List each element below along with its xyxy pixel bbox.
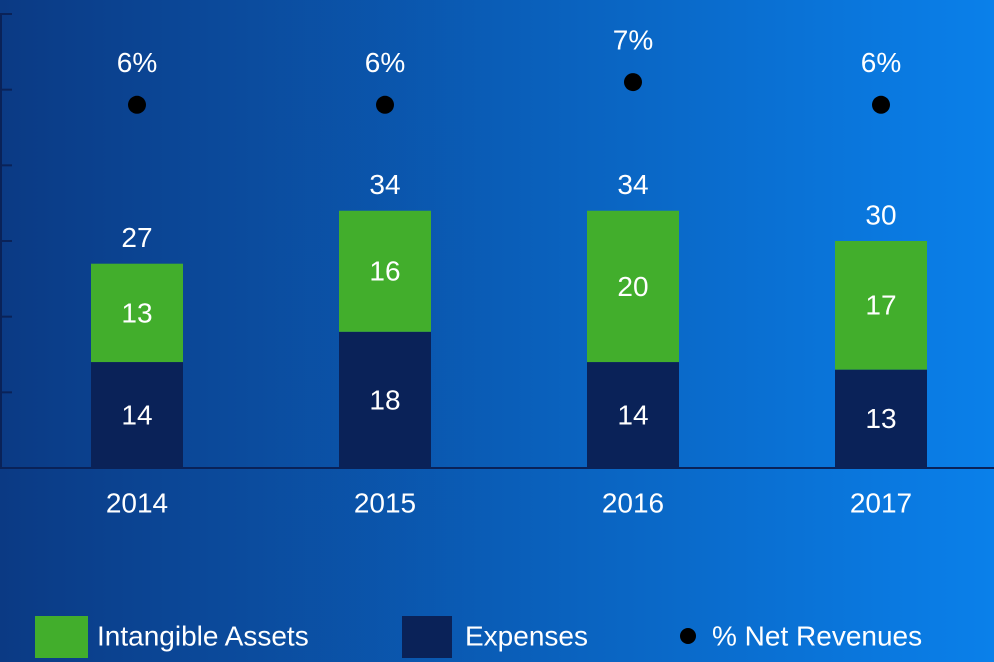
bar-segment bbox=[339, 210, 431, 332]
bar-segment bbox=[835, 241, 927, 370]
total-label: 27 bbox=[121, 222, 152, 253]
percent-label: 6% bbox=[861, 47, 901, 78]
x-tick-label: 2016 bbox=[602, 487, 664, 518]
legend-label: Expenses bbox=[465, 620, 588, 651]
legend-swatch bbox=[35, 616, 88, 658]
bar-segment bbox=[91, 263, 183, 363]
percent-label: 6% bbox=[117, 47, 157, 78]
percent-dot bbox=[872, 95, 890, 114]
percent-label: 6% bbox=[365, 47, 405, 78]
bar-segment bbox=[835, 369, 927, 468]
segment-label: 18 bbox=[369, 384, 400, 415]
segment-label: 16 bbox=[369, 256, 400, 287]
total-label: 34 bbox=[617, 169, 648, 200]
x-tick-label: 2015 bbox=[354, 487, 416, 518]
total-label: 34 bbox=[369, 169, 400, 200]
legend-dot bbox=[680, 628, 696, 644]
segment-label: 20 bbox=[617, 271, 648, 302]
x-tick-label: 2017 bbox=[850, 487, 912, 518]
legend-swatch bbox=[402, 616, 452, 658]
x-tick-label: 2014 bbox=[106, 487, 168, 518]
segment-label: 13 bbox=[865, 403, 896, 434]
percent-label: 7% bbox=[613, 24, 653, 55]
percent-dot bbox=[128, 95, 146, 114]
bar-segment bbox=[587, 362, 679, 468]
legend-label: Intangible Assets bbox=[97, 620, 309, 651]
bar-segment bbox=[587, 210, 679, 363]
legend-label: % Net Revenues bbox=[712, 620, 922, 651]
segment-label: 14 bbox=[617, 399, 648, 430]
segment-label: 17 bbox=[865, 290, 896, 321]
segment-label: 13 bbox=[121, 297, 152, 328]
segment-label: 14 bbox=[121, 399, 152, 430]
bar-segment bbox=[91, 362, 183, 468]
bar-segment bbox=[339, 331, 431, 468]
percent-dot bbox=[376, 95, 394, 114]
total-label: 30 bbox=[865, 199, 896, 230]
percent-dot bbox=[624, 73, 642, 92]
